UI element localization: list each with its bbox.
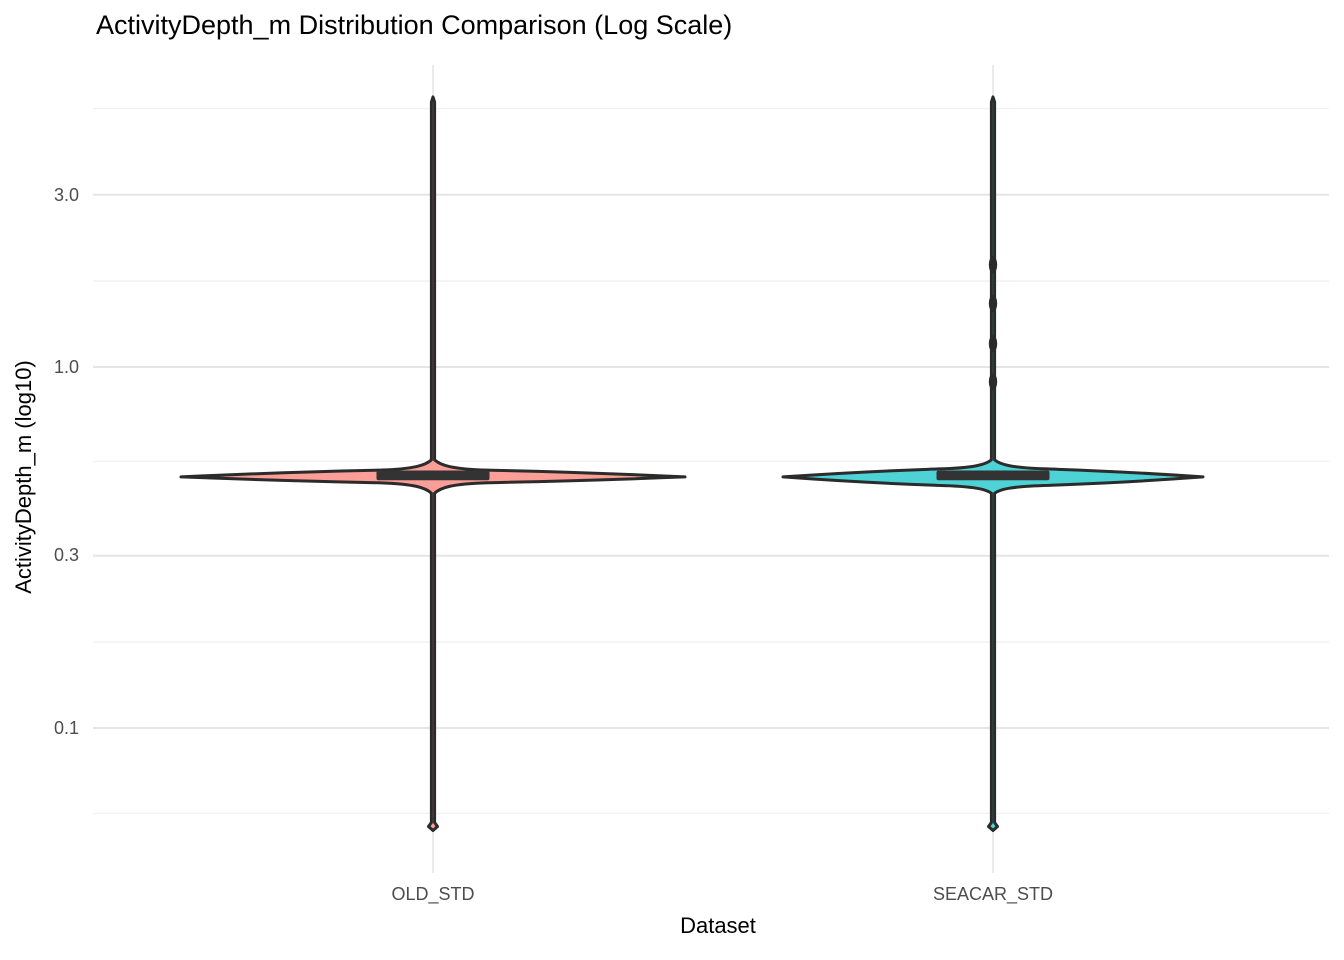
violin-seacar-std	[781, 95, 1205, 833]
density-bump	[988, 373, 998, 391]
y-tick-label-0.1: 0.1	[53, 718, 79, 738]
boxplot-old-std	[376, 470, 490, 481]
density-bump	[988, 294, 998, 312]
x-axis-title: Dataset	[680, 913, 756, 938]
x-tick-label-old-std: OLD_STD	[391, 884, 475, 904]
plot-title: ActivityDepth_m Distribution Comparison …	[96, 10, 733, 40]
violin-old-std	[179, 95, 687, 833]
density-bump	[988, 335, 998, 353]
density-bump	[988, 256, 998, 274]
y-tick-label-1.0: 1.0	[53, 357, 79, 377]
x-tick-label-seacar-std: SEACAR_STD	[932, 884, 1054, 904]
y-tick-label-0.3: 0.3	[53, 545, 79, 565]
plot-panel	[93, 65, 1329, 873]
y-tick-label-3.0: 3.0	[53, 185, 79, 205]
boxplot-seacar-std	[936, 470, 1050, 481]
